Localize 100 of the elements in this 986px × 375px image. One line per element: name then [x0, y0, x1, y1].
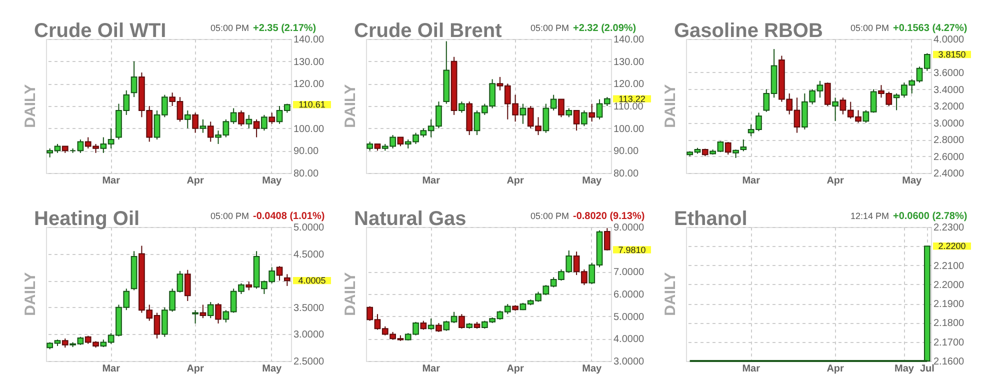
x-tick-label: Apr — [186, 364, 204, 374]
candlestick — [458, 101, 465, 114]
y-axis-title: DAILY — [662, 272, 679, 316]
y-axis-title: DAILY — [342, 84, 359, 128]
candlestick — [268, 112, 276, 124]
candlestick — [558, 98, 564, 118]
y-tick-label: 9.0000 — [614, 222, 645, 234]
chart-title: Crude Oil WTI — [34, 20, 166, 42]
text: 2.2200 — [938, 241, 966, 252]
text: 4.0005 — [298, 276, 326, 286]
candlestick — [604, 228, 610, 251]
text: +0.1563 (4.27%) — [893, 23, 968, 34]
candlestick — [724, 142, 732, 156]
y-tick-label: 2.2100 — [934, 260, 965, 272]
y-tick-label: 3.2000 — [934, 102, 965, 112]
x-tick-label: Mar — [102, 364, 120, 374]
x-tick-label: Apr — [506, 364, 524, 374]
y-tick-label: 5.0000 — [614, 312, 645, 323]
candlestick — [215, 302, 222, 324]
text: +2.35 (2.17%) — [253, 23, 316, 34]
y-tick-label: 3.0000 — [294, 330, 325, 341]
y-tick-label: 5.0000 — [294, 222, 325, 234]
candlestick — [246, 114, 252, 129]
y-tick-label: 3.0000 — [614, 356, 645, 368]
x-tick-label: Apr — [826, 364, 844, 374]
x-tick-label: May — [582, 176, 602, 186]
candlestick — [200, 118, 206, 134]
text: -0.8020 (9.13%) — [573, 211, 645, 222]
candlestick — [573, 110, 580, 132]
candlestick — [588, 103, 596, 122]
chart-subtitle: 05:00 PM — [210, 211, 249, 221]
text: 110.61 — [298, 100, 326, 110]
y-tick-label: 140.00 — [614, 34, 645, 46]
x-tick-label: Mar — [742, 176, 760, 186]
text: -0.0408 (1.01%) — [253, 211, 325, 222]
y-tick-label: 2.1700 — [934, 337, 965, 348]
y-tick-label: 3.4000 — [934, 84, 965, 96]
x-tick-label: Mar — [422, 176, 440, 186]
y-tick-label: 2.2000 — [934, 280, 965, 291]
x-tick-label: Mar — [422, 364, 440, 374]
x-tick-label: Apr — [826, 176, 844, 186]
candlestick — [184, 269, 191, 302]
candlestick — [62, 338, 68, 348]
candlestick — [276, 266, 283, 282]
chart-subtitle: 05:00 PM — [530, 211, 569, 221]
candlestick — [261, 114, 268, 132]
chart-title: Ethanol — [674, 208, 748, 230]
y-axis-title: DAILY — [342, 272, 359, 316]
y-tick-label: 90.00 — [614, 146, 639, 158]
y-tick-label: 90.00 — [294, 146, 319, 158]
chart-title: Natural Gas — [354, 208, 466, 230]
x-tick-label: Mar — [742, 364, 760, 374]
chart-subtitle: 05:00 PM — [850, 23, 889, 33]
text: 7.9810 — [618, 244, 646, 255]
text: 3.8150 — [938, 49, 966, 60]
candlestick — [184, 110, 191, 129]
y-tick-label: 4.0000 — [614, 334, 645, 346]
y-tick-label: 2.1600 — [934, 356, 965, 368]
candlestick — [192, 112, 198, 134]
chart-title: Heating Oil — [34, 208, 140, 230]
candlestick — [520, 103, 526, 124]
y-tick-label: 140.00 — [294, 34, 325, 46]
candlestick — [207, 302, 214, 319]
y-axis-title: DAILY — [22, 272, 39, 316]
x-tick-label: Mar — [102, 176, 120, 186]
chart-title: Crude Oil Brent — [354, 20, 502, 42]
y-tick-label: 100.00 — [294, 124, 325, 135]
candlestick — [192, 310, 198, 324]
candlestick — [832, 97, 838, 122]
candlestick — [824, 82, 831, 106]
chart-subtitle: 05:00 PM — [210, 23, 249, 33]
y-tick-label: 2.6000 — [934, 152, 965, 163]
text: 113.22 — [618, 94, 646, 104]
y-tick-label: 4.5000 — [294, 249, 325, 260]
y-tick-label: 130.00 — [614, 56, 645, 68]
candlestick — [581, 110, 588, 127]
y-tick-label: 120.00 — [294, 79, 325, 90]
y-tick-label: 3.0000 — [934, 118, 965, 130]
y-tick-label: 7.0000 — [614, 267, 645, 278]
y-tick-label: 2.5000 — [294, 356, 325, 368]
text: +2.32 (2.09%) — [573, 23, 636, 34]
x-tick-label: May — [262, 364, 282, 374]
y-tick-label: 3.6000 — [934, 68, 965, 79]
candlestick — [200, 304, 206, 319]
y-tick-label: 2.2300 — [934, 222, 965, 234]
chart-subtitle: 05:00 PM — [530, 23, 569, 33]
y-tick-label: 3.5000 — [294, 302, 325, 314]
x-tick-label: May — [894, 364, 914, 374]
candlestick — [238, 110, 244, 127]
y-tick-label: 2.1800 — [934, 318, 965, 330]
y-tick-label: 2.8000 — [934, 135, 965, 146]
x-tick-label: May — [582, 364, 602, 374]
chart-subtitle: 12:14 PM — [850, 211, 889, 221]
candlestick — [77, 139, 84, 154]
chart-title: Gasoline RBOB — [674, 20, 823, 42]
y-tick-label: 6.0000 — [614, 290, 645, 300]
candlestick — [740, 139, 747, 152]
y-tick-label: 2.1900 — [934, 299, 965, 310]
y-tick-label: 80.00 — [614, 168, 639, 180]
x-tick-label: Jul — [920, 364, 935, 374]
